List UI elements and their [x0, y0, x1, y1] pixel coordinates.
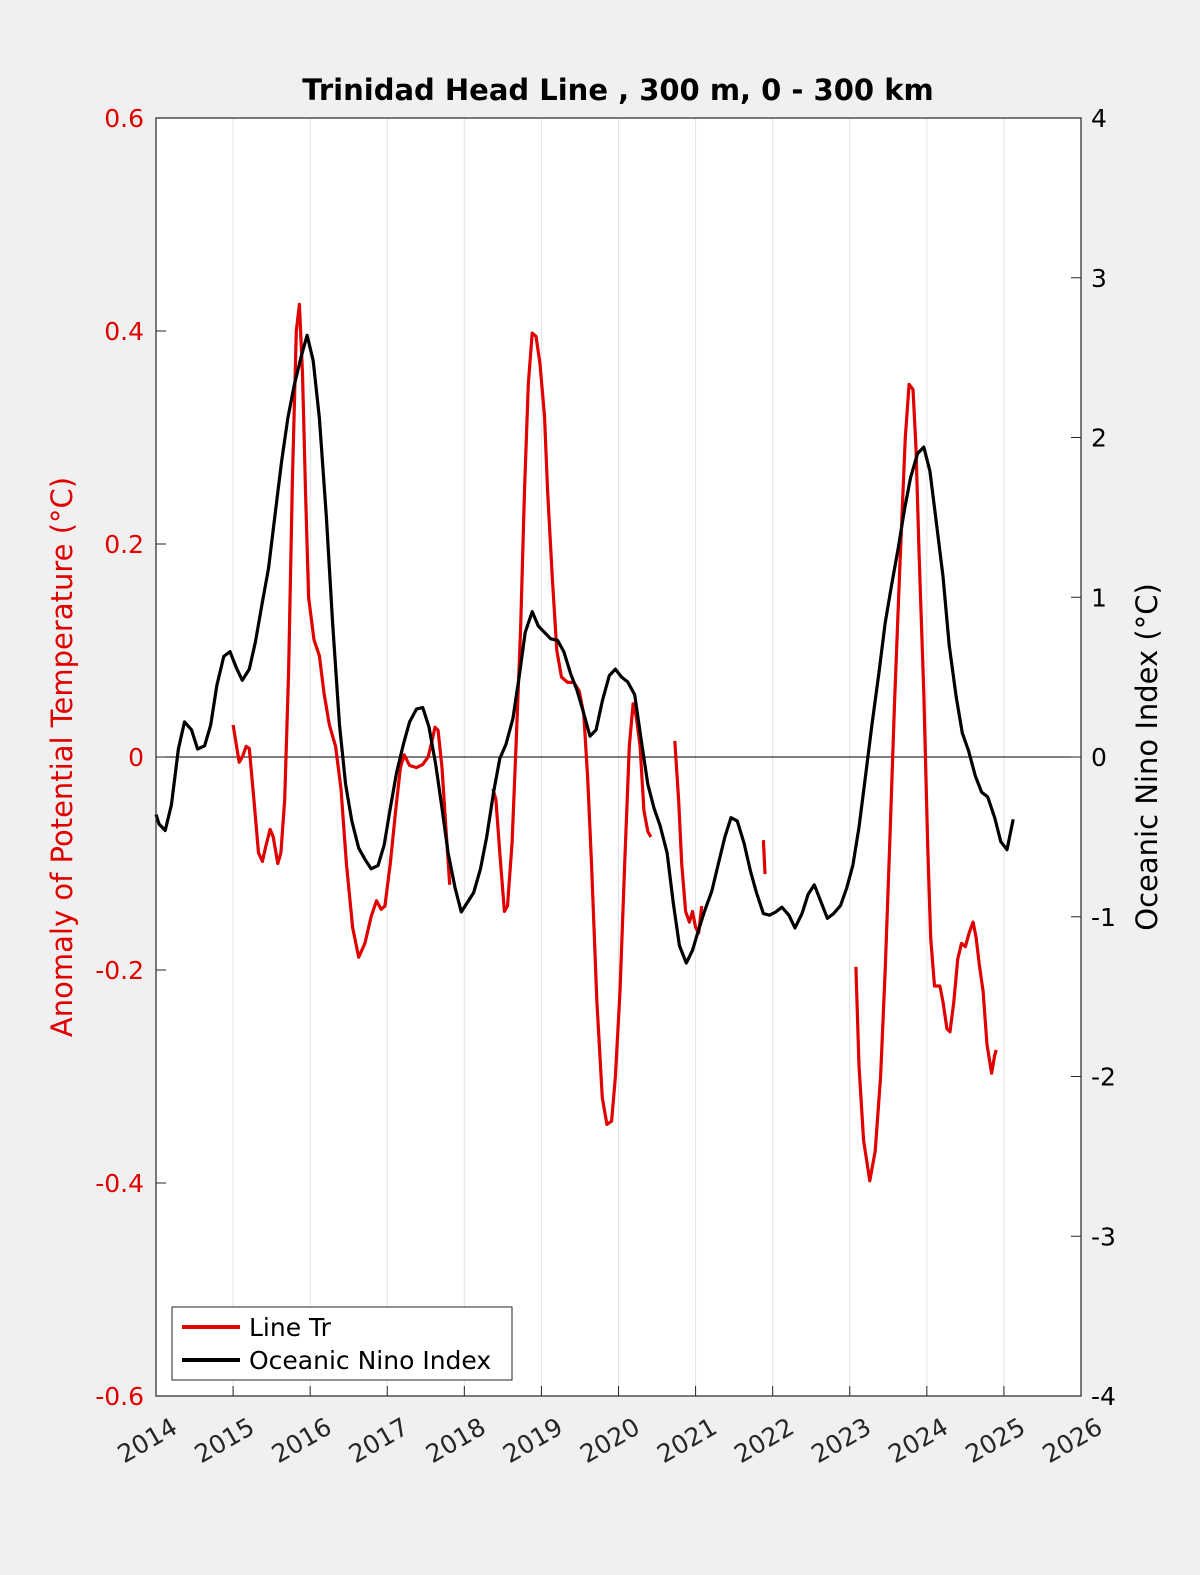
right-tick-label: 4: [1091, 104, 1107, 133]
series-line-oceanic-nino-index: [154, 333, 1015, 965]
series-line-line-tr: [491, 331, 653, 1126]
left-tick-label: 0.2: [104, 530, 144, 559]
legend-label-line-tr: Line Tr: [249, 1313, 332, 1342]
series-line-line-tr: [761, 840, 767, 875]
series-layer: [154, 302, 1015, 1183]
right-tick-label: -1: [1091, 903, 1116, 932]
series-line-line-tr: [231, 302, 452, 959]
right-tick-label: 0: [1091, 743, 1107, 772]
left-tick-label: -0.6: [95, 1382, 144, 1411]
left-tick-label: 0.4: [104, 317, 144, 346]
right-axis-ticks: -4 -3 -2 -1 0 1 2 3 4: [1071, 104, 1116, 1411]
legend-box: [171, 1306, 513, 1381]
right-tick-label: -4: [1091, 1382, 1116, 1411]
right-tick-label: -2: [1091, 1063, 1116, 1092]
right-tick-label: 1: [1091, 583, 1107, 612]
right-tick-label: 3: [1091, 264, 1107, 293]
left-tick-label: -0.2: [95, 956, 144, 985]
left-axis-ticks: -0.6 -0.4 -0.2 0 0.2 0.4 0.6: [95, 104, 166, 1411]
y-axis-label-left: Anomaly of Potential Temperature (°C): [45, 477, 79, 1037]
series-line-line-tr: [854, 382, 998, 1183]
left-tick-label: 0: [128, 743, 144, 772]
legend-label-oni: Oceanic Nino Index: [249, 1346, 491, 1375]
chart-title: Trinidad Head Line , 300 m, 0 - 300 km: [302, 73, 933, 107]
left-tick-label: 0.6: [104, 104, 144, 133]
right-tick-label: 2: [1091, 424, 1107, 453]
right-tick-label: -3: [1091, 1222, 1116, 1251]
left-tick-label: -0.4: [95, 1169, 144, 1198]
legend: Line Tr Oceanic Nino Index: [171, 1306, 513, 1381]
y-axis-label-right: Oceanic Nino Index (°C): [1130, 583, 1164, 931]
